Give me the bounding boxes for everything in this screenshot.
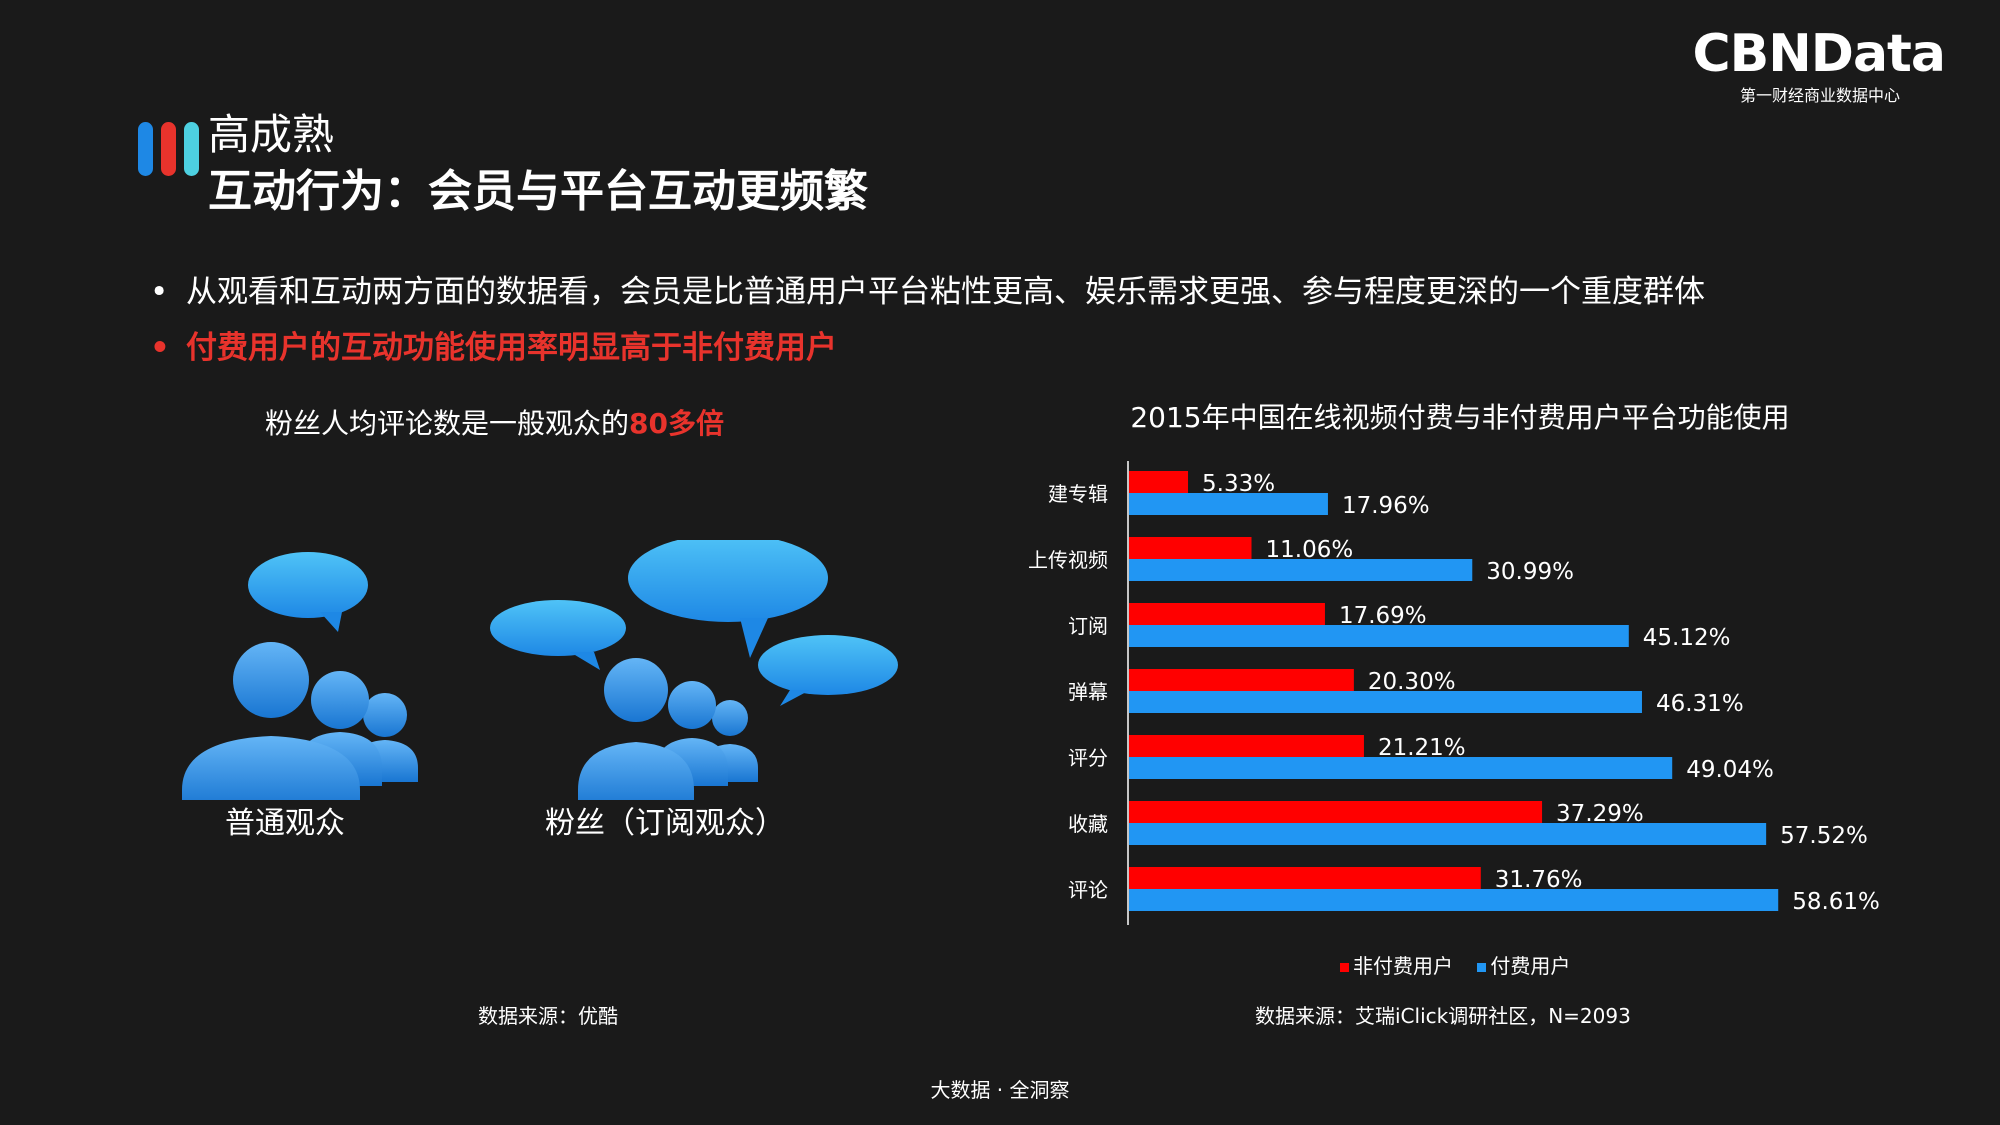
data-label: 20.30% xyxy=(1368,669,1456,695)
category-label: 评论 xyxy=(1068,878,1108,902)
left-source: 数据来源：优酷 xyxy=(478,1004,618,1028)
category-label: 弹幕 xyxy=(1068,680,1108,704)
chart-title: 2015年中国在线视频付费与非付费用户平台功能使用 xyxy=(1130,401,1790,434)
data-label: 17.96% xyxy=(1342,493,1430,519)
audience-illustration xyxy=(182,540,898,800)
footer-slogan: 大数据 · 全洞察 xyxy=(930,1078,1070,1102)
bullet-item: • 从观看和互动两方面的数据看，会员是比普通用户平台粘性更高、娱乐需求更强、参与程… xyxy=(150,274,1705,311)
data-label: 11.06% xyxy=(1266,537,1354,563)
fans-label: 粉丝（订阅观众） xyxy=(545,806,785,841)
category-label: 上传视频 xyxy=(1028,548,1108,572)
ordinary-viewers-icon xyxy=(182,552,418,800)
fans-icon xyxy=(490,540,898,800)
category-label: 评分 xyxy=(1068,746,1108,770)
page-title: 互动行为：会员与平台互动更频繁 xyxy=(208,166,868,217)
data-label: 57.52% xyxy=(1780,823,1868,849)
left-headline: 粉丝人均评论数是一般观众的80多倍 xyxy=(265,402,724,442)
bar-nonpaying xyxy=(1129,471,1189,493)
bullet-dot: • xyxy=(150,274,169,310)
header-bar-icon-cyan xyxy=(184,122,199,176)
bar-paying xyxy=(1129,757,1673,779)
data-label: 49.04% xyxy=(1686,757,1774,783)
data-label: 58.61% xyxy=(1792,889,1880,915)
data-label: 46.31% xyxy=(1656,691,1744,717)
ordinary-viewers-label: 普通观众 xyxy=(225,806,345,841)
bar-paying xyxy=(1129,691,1642,713)
category-label: 收藏 xyxy=(1068,812,1108,836)
data-label: 5.33% xyxy=(1202,471,1275,497)
category-label: 订阅 xyxy=(1068,614,1108,638)
bar-nonpaying xyxy=(1129,669,1354,691)
legend-label: 非付费用户 xyxy=(1353,954,1453,978)
chart-legend: 非付费用户 付费用户 xyxy=(1340,950,1588,979)
bar-paying xyxy=(1129,823,1767,845)
header-bar-icon-red xyxy=(161,122,176,176)
data-label: 30.99% xyxy=(1486,559,1574,585)
data-label: 17.69% xyxy=(1339,603,1427,629)
category-label: 建专辑 xyxy=(1048,482,1108,506)
cbndata-logo: CBNData xyxy=(1692,24,1946,84)
left-headline-text: 粉丝人均评论数是一般观众的 xyxy=(265,407,630,440)
bullet-dot: • xyxy=(150,330,170,366)
header-bar-icon-blue xyxy=(138,122,153,176)
chart-source: 数据来源：艾瑞iClick调研社区，N=2093 xyxy=(1255,1004,1631,1028)
legend-item-paying: 付费用户 xyxy=(1477,954,1570,978)
data-label: 21.21% xyxy=(1378,735,1466,761)
bar-chart: 建专辑 5.33% 17.96% 上传视频 11.06% 30.99% 订阅 17.69% 45… xyxy=(1028,461,1880,925)
bar-paying xyxy=(1129,625,1629,647)
legend-swatch-paying xyxy=(1477,963,1487,972)
bullet-text: 付费用户的互动功能使用率明显高于非付费用户 xyxy=(186,330,837,366)
bar-paying xyxy=(1129,559,1473,581)
bar-nonpaying xyxy=(1129,801,1543,823)
data-label: 31.76% xyxy=(1495,867,1583,893)
left-headline-highlight: 80多倍 xyxy=(629,407,724,440)
bar-paying xyxy=(1129,493,1328,515)
section-label: 高成熟 xyxy=(208,110,335,159)
bullet-text: 从观看和互动两方面的数据看，会员是比普通用户平台粘性更高、娱乐需求更强、参与程度… xyxy=(186,274,1705,310)
bar-nonpaying xyxy=(1129,867,1481,889)
bar-nonpaying xyxy=(1129,735,1364,757)
bar-nonpaying xyxy=(1129,537,1252,559)
bar-paying xyxy=(1129,889,1779,911)
legend-item-nonpaying: 非付费用户 xyxy=(1340,954,1453,978)
data-label: 45.12% xyxy=(1643,625,1731,651)
legend-swatch-nonpaying xyxy=(1340,963,1349,972)
legend-label: 付费用户 xyxy=(1490,954,1571,978)
bullet-item-highlight: • 付费用户的互动功能使用率明显高于非付费用户 xyxy=(150,330,837,367)
logo-subtitle: 第一财经商业数据中心 xyxy=(1739,86,1900,105)
bar-nonpaying xyxy=(1129,603,1325,625)
data-label: 37.29% xyxy=(1556,801,1644,827)
